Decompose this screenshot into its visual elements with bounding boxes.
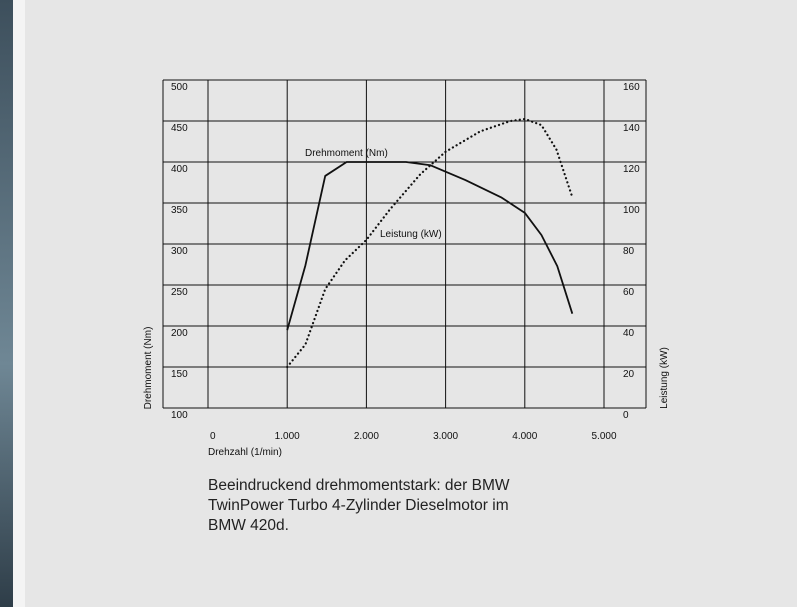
y-tick-label: 150	[171, 369, 188, 380]
panel	[25, 0, 797, 607]
y-tick-label: 450	[171, 123, 188, 134]
x-tick-label: 3.000	[433, 431, 458, 442]
series-line	[286, 117, 573, 369]
caption-line: TwinPower Turbo 4-Zylinder Dieselmotor i…	[208, 497, 509, 514]
y-axis-title: Drehmoment (Nm)	[143, 327, 154, 410]
y2-tick-label: 120	[623, 164, 640, 175]
y2-tick-label: 60	[623, 287, 635, 298]
y-tick-label: 250	[171, 287, 188, 298]
y2-tick-label: 20	[623, 369, 635, 380]
x-tick-label: 1.000	[275, 431, 300, 442]
y2-tick-label: 0	[623, 410, 629, 421]
caption-line: BMW 420d.	[208, 517, 289, 534]
x-tick-label: 4.000	[512, 431, 537, 442]
series-label: Drehmoment (Nm)	[305, 148, 388, 159]
y-tick-label: 500	[171, 82, 188, 93]
y-tick-label: 200	[171, 328, 188, 339]
y-tick-label: 300	[171, 246, 188, 257]
x-tick-label: 2.000	[354, 431, 379, 442]
series-label: Leistung (kW)	[380, 229, 442, 240]
x-axis-title: Drehzahl (1/min)	[208, 447, 282, 458]
y2-axis-title: Leistung (kW)	[659, 347, 670, 409]
y2-tick-label: 160	[623, 82, 640, 93]
side-image	[0, 0, 13, 607]
y-tick-label: 350	[171, 205, 188, 216]
y-tick-label: 400	[171, 164, 188, 175]
caption-line: Beeindruckend drehmomentstark: der BMW	[208, 477, 510, 494]
x-tick-label: 0	[210, 431, 216, 442]
plot-frame	[207, 79, 605, 409]
series-line	[286, 161, 574, 331]
y-tick-label: 100	[171, 410, 188, 421]
y2-tick-label: 100	[623, 205, 640, 216]
y2-tick-label: 80	[623, 246, 635, 257]
y2-tick-label: 40	[623, 328, 635, 339]
x-tick-label: 5.000	[591, 431, 616, 442]
y2-tick-label: 140	[623, 123, 640, 134]
